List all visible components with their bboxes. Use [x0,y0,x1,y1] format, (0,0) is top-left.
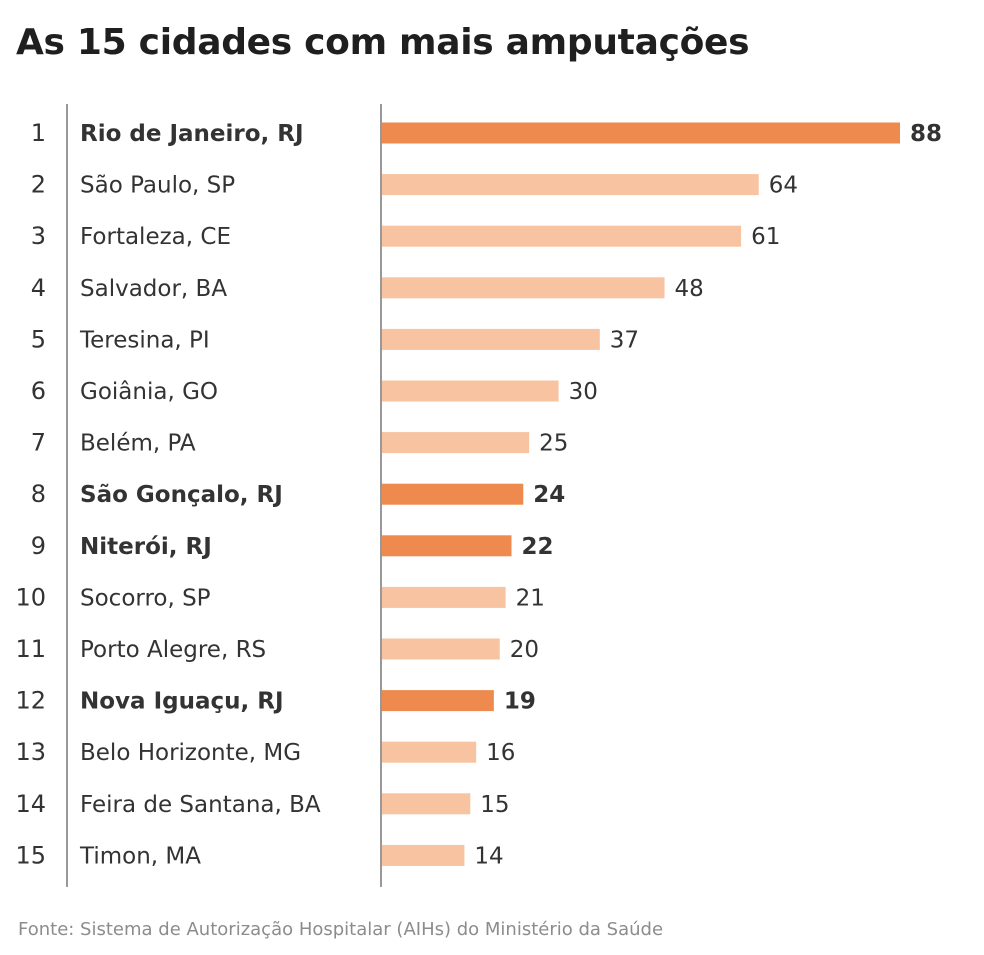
rank-number: 2 [31,171,46,199]
bar-value-label: 21 [516,585,545,611]
city-label: Fortaleza, CE [80,224,231,250]
bar-value-label: 48 [675,276,704,302]
rank-number: 13 [15,738,46,766]
bar [382,277,665,299]
rank-number: 8 [31,480,46,508]
bar-value-label: 30 [569,379,598,405]
bar-value-label: 20 [510,637,539,663]
bar [382,483,524,505]
city-label: Niterói, RJ [80,534,212,560]
rank-number: 14 [15,790,46,818]
city-label: Belém, PA [80,431,196,457]
bar [382,432,530,454]
city-label: Belo Horizonte, MG [80,740,301,766]
bar-value-label: 61 [751,224,780,250]
bar [382,638,500,660]
rank-number: 5 [31,325,46,353]
rank-number: 9 [31,532,46,560]
bar [382,586,506,608]
city-label: Goiânia, GO [80,379,218,405]
rank-number: 6 [31,377,46,405]
bar-value-label: 16 [486,740,515,766]
bar [382,844,465,866]
bar [382,328,600,350]
bar-value-label: 64 [769,173,798,199]
bar-value-label: 19 [504,689,536,715]
bar-value-label: 88 [910,121,942,147]
city-label: Porto Alegre, RS [80,637,266,663]
bar [382,535,512,557]
rank-number: 3 [31,222,46,250]
bar [382,174,759,196]
source-note: Fonte: Sistema de Autorização Hospitalar… [18,919,664,940]
rank-number: 11 [15,635,46,663]
bar-value-label: 15 [480,792,509,818]
bar-value-label: 25 [539,431,568,457]
rank-number: 12 [15,687,46,715]
city-label: Socorro, SP [80,585,211,611]
bar [382,690,494,712]
city-label: São Paulo, SP [80,173,235,199]
bar-value-label: 14 [474,843,503,869]
bar-value-label: 24 [533,482,565,508]
bar-value-label: 22 [522,534,554,560]
bar [382,793,471,815]
bar [382,380,559,402]
chart-title: As 15 cidades com mais amputações [16,22,750,63]
city-label: Feira de Santana, BA [80,792,321,818]
city-label: Teresina, PI [79,327,210,353]
city-label: Salvador, BA [80,276,227,302]
bar [382,122,900,144]
rank-number: 1 [31,119,46,147]
rank-number: 15 [15,841,46,869]
city-label: Nova Iguaçu, RJ [80,689,284,715]
rank-number: 4 [31,274,46,302]
bar-value-label: 37 [610,327,639,353]
city-label: Rio de Janeiro, RJ [80,121,304,147]
city-label: São Gonçalo, RJ [80,482,283,508]
bar [382,741,477,763]
bar [382,225,742,247]
rank-number: 10 [15,583,46,611]
rank-number: 7 [31,429,46,457]
city-label: Timon, MA [79,843,201,869]
